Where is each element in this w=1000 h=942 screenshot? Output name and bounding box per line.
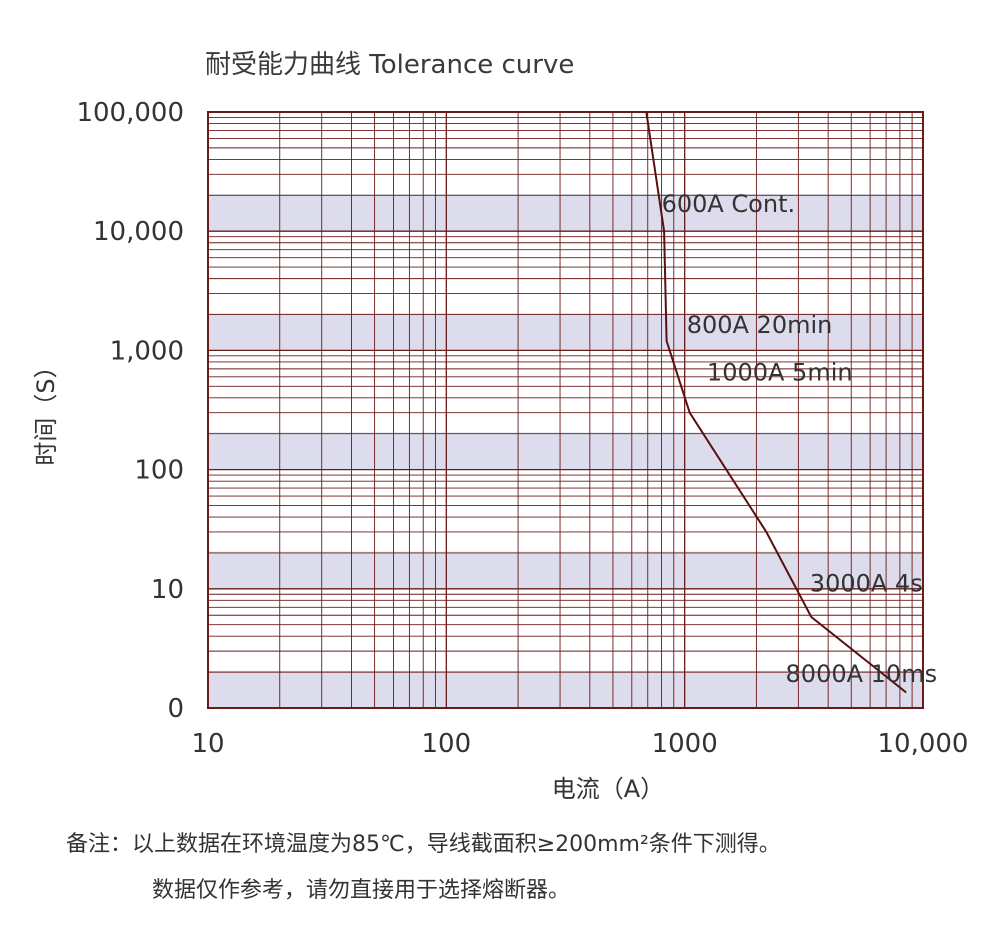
curve-annotation: 800A 20min	[687, 311, 833, 339]
chart-title: 耐受能力曲线 Tolerance curve	[205, 50, 575, 80]
curve-annotation: 3000A 4s	[810, 569, 923, 597]
vertical-gridlines	[207, 112, 913, 708]
x-tick-label: 10,000	[878, 729, 969, 759]
y-tick-label: 10	[151, 575, 184, 605]
y-tick-label: 1,000	[110, 336, 184, 366]
annotation-labels: 600A Cont. 800A 20min 1000A 5min 3000A 4s 80…	[662, 190, 938, 688]
y-tick-label: 0	[167, 694, 184, 724]
decade-band	[208, 313, 923, 351]
note-line-2: 数据仅作参考，请勿直接用于选择熔断器。	[152, 878, 571, 903]
y-tick-label: 100	[134, 456, 184, 486]
decade-band	[208, 670, 923, 708]
y-axis-label: 时间（S）	[32, 354, 60, 465]
x-axis-label: 电流（A）	[552, 775, 664, 803]
y-tick-labels: 0 10 100 1,000 10,000 100,000	[76, 98, 184, 724]
note-line-1: 备注：以上数据在环境温度为85℃，导线截面积≥200mm²条件下测得。	[66, 832, 781, 857]
curve-annotation: 1000A 5min	[707, 358, 853, 386]
decade-band	[208, 551, 923, 589]
x-tick-label: 1000	[652, 729, 718, 759]
curve-annotation: 8000A 10ms	[786, 660, 938, 688]
y-tick-label: 100,000	[76, 98, 184, 128]
x-tick-label: 10	[191, 729, 224, 759]
decade-band	[208, 194, 923, 232]
decade-band	[208, 432, 923, 470]
tolerance-curve-line	[645, 111, 907, 694]
x-tick-label: 100	[422, 729, 472, 759]
curve-annotation: 600A Cont.	[662, 190, 796, 218]
plot-frame	[207, 111, 924, 709]
curve-layer	[645, 111, 907, 694]
y-tick-label: 10,000	[93, 217, 184, 247]
background-bands	[208, 194, 923, 708]
x-tick-labels: 10 100 1000 10,000	[191, 729, 968, 759]
